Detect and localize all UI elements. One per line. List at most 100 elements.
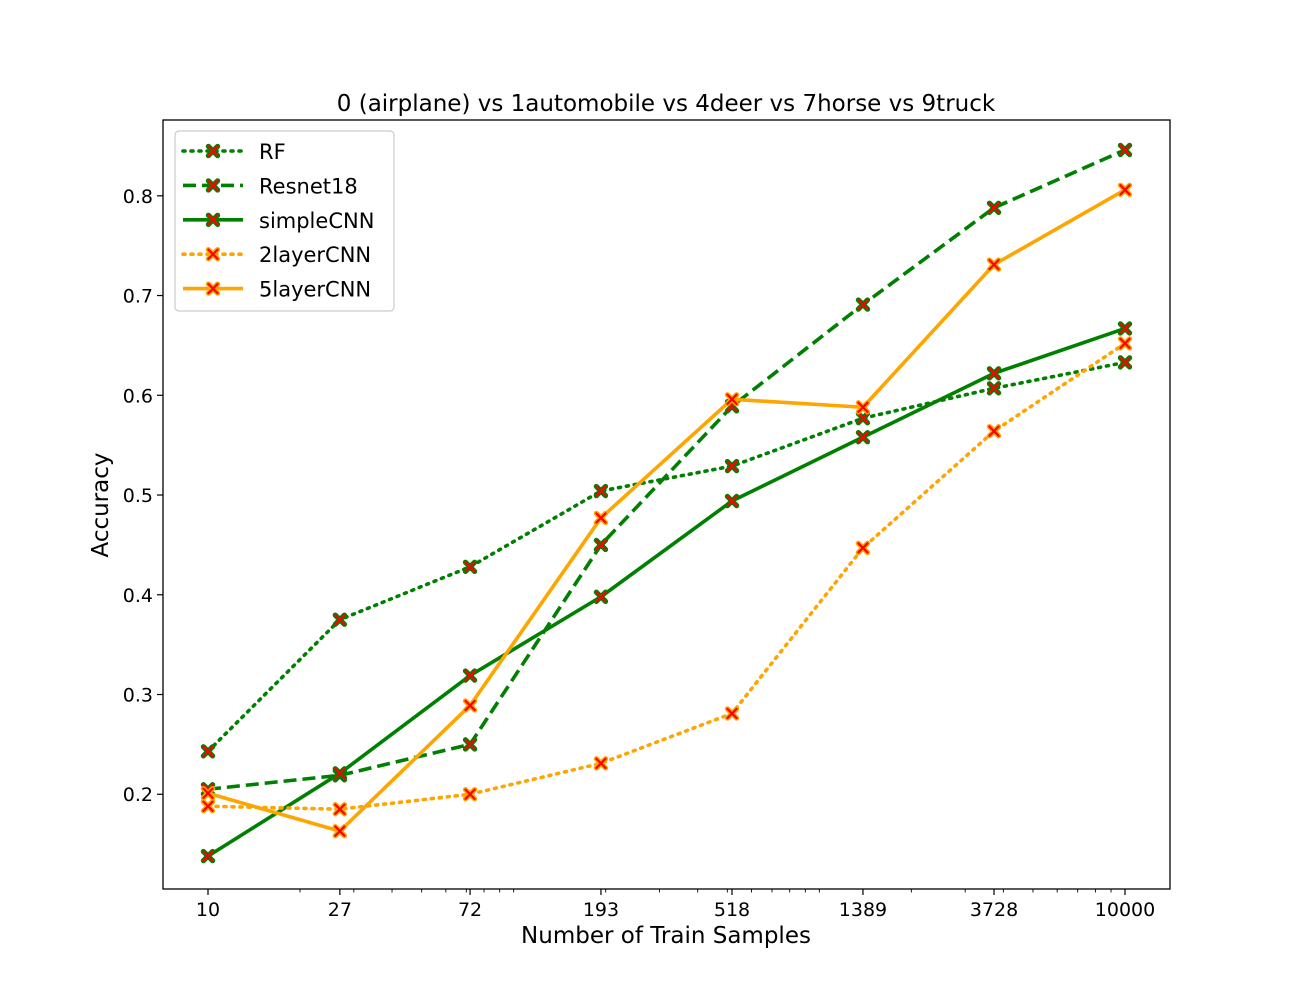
y-tick-label: 0.6	[123, 385, 153, 407]
legend-marker	[205, 212, 221, 227]
data-point	[986, 366, 1002, 381]
series-5layerCNN	[200, 182, 1133, 839]
legend-marker	[205, 281, 221, 296]
series-line	[207, 148, 1126, 792]
marker-face	[207, 248, 219, 260]
x-tick-label: 193	[583, 899, 619, 921]
legend-item: 5layerCNN	[183, 278, 371, 302]
data-point	[332, 612, 348, 627]
marker-face	[334, 614, 346, 626]
legend-label: Resnet18	[259, 174, 358, 198]
data-point	[593, 537, 609, 553]
legend-item: RF	[181, 140, 286, 164]
data-point	[986, 257, 1002, 272]
data-point	[986, 423, 1002, 439]
marker-face	[595, 485, 607, 497]
y-tick-label: 0.5	[123, 485, 153, 507]
legend-label: RF	[259, 140, 286, 164]
marker-face	[857, 298, 869, 311]
data-point	[986, 381, 1002, 396]
legend-label: simpleCNN	[259, 209, 374, 233]
marker-face	[334, 803, 346, 815]
marker-face	[334, 767, 346, 780]
data-point	[724, 706, 740, 721]
data-point	[462, 559, 478, 575]
marker-face	[202, 787, 214, 799]
legend-marker	[205, 178, 221, 193]
x-tick-label: 518	[714, 899, 750, 921]
data-point	[462, 698, 478, 713]
legend-item: 2layerCNN	[181, 243, 371, 267]
data-point	[462, 668, 478, 683]
data-point	[593, 589, 609, 604]
y-tick-label: 0.4	[123, 585, 153, 607]
data-point	[1117, 182, 1133, 198]
marker-face	[595, 539, 607, 551]
y-tick-label: 0.2	[123, 784, 153, 806]
data-point	[200, 799, 216, 814]
data-point	[593, 483, 609, 499]
data-point	[1117, 142, 1133, 158]
data-point	[855, 411, 871, 426]
marker-face	[726, 460, 738, 472]
y-axis-label: Accuracy	[88, 452, 114, 557]
data-point	[855, 297, 871, 312]
data-point	[593, 510, 609, 526]
series-2layerCNN	[200, 336, 1133, 817]
x-axis: 10 27 72 193 518 1389 3728 10000	[196, 889, 1155, 921]
marker-face	[726, 707, 738, 720]
data-point	[200, 786, 216, 801]
legend-label: 2layerCNN	[259, 243, 371, 267]
marker-face	[202, 745, 214, 758]
y-tick-label: 0.3	[123, 685, 153, 707]
marker-face	[595, 757, 607, 770]
data-point	[855, 540, 871, 556]
marker-face	[202, 850, 214, 862]
data-point	[200, 848, 216, 864]
x-tick-label: 72	[458, 899, 482, 921]
series-RF	[200, 355, 1133, 759]
marker-face	[1119, 322, 1131, 335]
marker-face	[207, 214, 219, 226]
data-point	[724, 493, 740, 509]
legend-marker	[205, 143, 221, 159]
data-point	[1117, 355, 1133, 370]
marker-face	[1119, 356, 1131, 369]
y-axis: 0.2 0.3 0.4 0.5 0.6 0.7 0.8	[123, 186, 163, 806]
data-point	[724, 392, 740, 407]
data-point	[1117, 321, 1133, 336]
plot-frame	[162, 119, 1171, 890]
marker-face	[207, 282, 219, 295]
data-point	[332, 802, 348, 817]
data-point	[986, 200, 1002, 215]
x-tick-label: 10000	[1095, 899, 1155, 921]
chart-title: 0 (airplane) vs 1automobile vs 4deer vs …	[337, 91, 996, 117]
series-line	[206, 360, 1127, 754]
marker-face	[857, 412, 869, 424]
x-tick-label: 1389	[839, 899, 887, 921]
marker-face	[464, 738, 476, 751]
legend-frame	[174, 130, 395, 312]
data-point	[724, 458, 740, 474]
marker-face	[464, 561, 476, 573]
data-point	[332, 823, 348, 839]
marker-face	[857, 401, 869, 413]
data-point	[855, 400, 871, 415]
y-tick-label: 0.7	[123, 286, 153, 308]
marker-face	[988, 367, 1000, 380]
marker-face	[988, 258, 1000, 271]
legend: RF Resnet18 simpleCNN 2layerCNN 5layerCNN	[174, 130, 395, 312]
x-tick-label: 3728	[970, 899, 1018, 921]
marker-face	[1119, 337, 1131, 350]
x-tick-label: 10	[196, 899, 220, 921]
marker-face	[202, 800, 214, 812]
marker-face	[857, 431, 869, 443]
data-point	[1117, 336, 1133, 351]
marker-face	[1119, 184, 1131, 196]
series-line	[207, 188, 1126, 833]
data-point	[593, 756, 609, 771]
plot-area	[200, 142, 1133, 864]
legend-label: 5layerCNN	[259, 278, 371, 302]
